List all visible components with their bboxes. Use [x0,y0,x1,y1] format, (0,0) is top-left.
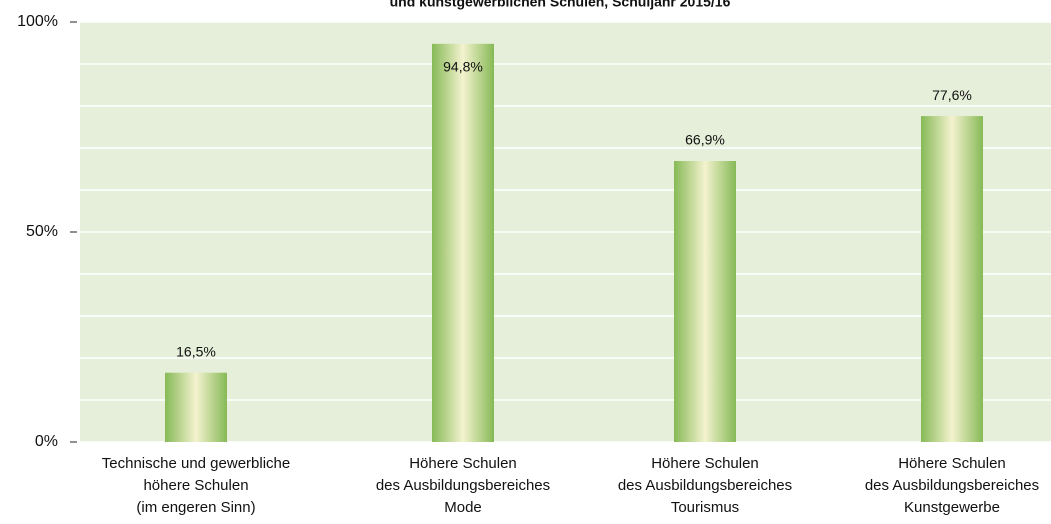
data-label: 77,6% [932,87,972,103]
x-tick-label: höhere Schulen [143,477,248,494]
bar [165,372,227,442]
x-tick-label: Höhere Schulen [409,455,517,472]
x-tick-label: Tourismus [671,499,739,516]
data-label: 94,8% [443,59,483,75]
bar [921,116,983,442]
y-tick-label: 0% [35,433,58,450]
x-tick-label: des Ausbildungsbereiches [618,477,792,494]
y-tick-label: 100% [17,13,58,30]
bar [432,43,494,443]
x-tick-label: Kunstgewerbe [904,499,1000,516]
bar [674,161,736,442]
data-label: 16,5% [176,343,216,359]
y-tick-label: 50% [26,223,58,240]
x-tick-label: Höhere Schulen [898,455,1006,472]
chart-title: und kunstgewerblichen Schulen, Schuljahr… [390,0,731,10]
x-tick-label: Höhere Schulen [651,455,759,472]
x-tick-label: des Ausbildungsbereiches [865,477,1039,494]
x-tick-label: Technische und gewerbliche [102,455,290,472]
data-label: 66,9% [685,132,725,148]
x-tick-label: (im engeren Sinn) [136,499,255,516]
x-tick-label: Mode [444,499,482,516]
x-tick-label: des Ausbildungsbereiches [376,477,550,494]
